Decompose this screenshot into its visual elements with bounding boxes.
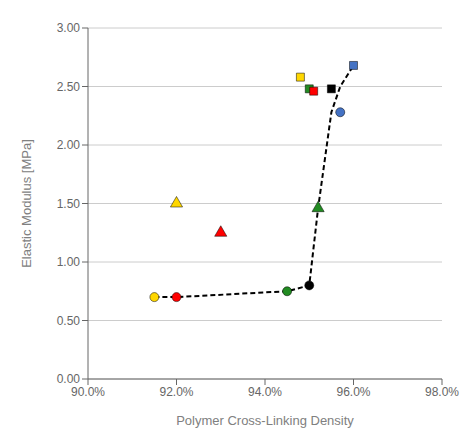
svg-text:3.00: 3.00	[57, 21, 81, 35]
svg-text:92.0%: 92.0%	[159, 385, 193, 399]
svg-text:0.50: 0.50	[57, 314, 81, 328]
svg-text:96.0%: 96.0%	[336, 385, 370, 399]
svg-text:90.0%: 90.0%	[71, 385, 105, 399]
svg-text:Polymer Cross-Linking Density: Polymer Cross-Linking Density	[176, 413, 354, 428]
svg-text:1.50: 1.50	[57, 197, 81, 211]
svg-text:2.00: 2.00	[57, 138, 81, 152]
svg-text:0.00: 0.00	[57, 372, 81, 386]
svg-text:94.0%: 94.0%	[248, 385, 282, 399]
svg-text:98.0%: 98.0%	[425, 385, 459, 399]
svg-text:1.00: 1.00	[57, 255, 81, 269]
svg-text:Elastic Modulus [MPa]: Elastic Modulus [MPa]	[19, 139, 34, 268]
svg-text:2.50: 2.50	[57, 80, 81, 94]
